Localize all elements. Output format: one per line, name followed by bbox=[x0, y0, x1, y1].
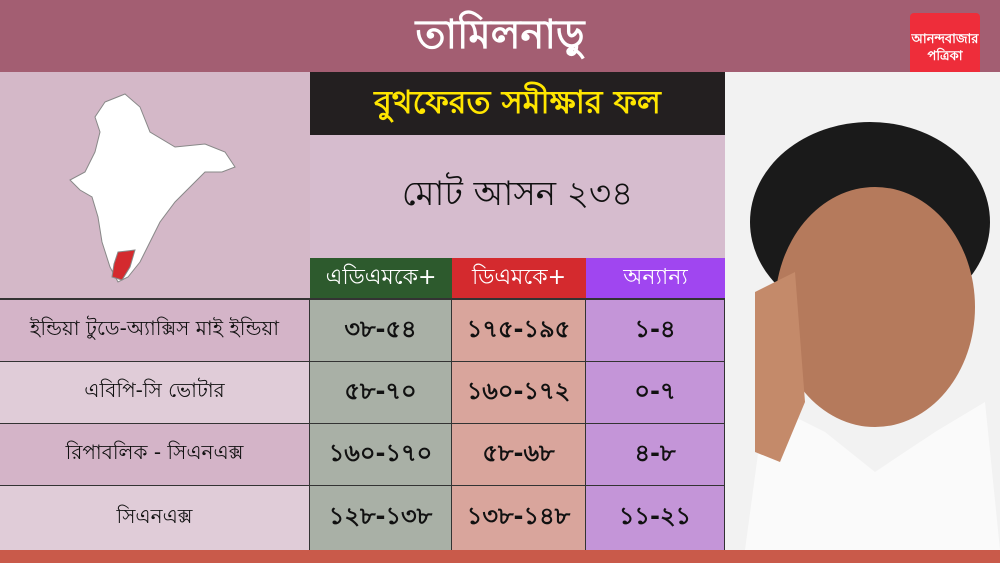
seat-range-cell: ৩৮-৫৪ bbox=[310, 300, 452, 361]
pollster-label: ইন্ডিয়া টুডে-অ্যাক্সিস মাই ইন্ডিয়া bbox=[0, 300, 310, 361]
logo-text: পত্রিকা bbox=[927, 49, 963, 64]
seat-range-cell: ৫৮-৬৮ bbox=[452, 424, 586, 485]
seat-range-cell: ১২৮-১৩৮ bbox=[310, 486, 452, 550]
column-header-dmk: ডিএমকে+ bbox=[452, 258, 586, 298]
logo: আনন্দবাজার পত্রিকা bbox=[910, 13, 980, 83]
divider bbox=[0, 298, 725, 300]
logo-text: আনন্দবাজার bbox=[911, 32, 979, 47]
seat-range-cell: ০-৭ bbox=[586, 362, 725, 423]
column-header-others: অন্যান্য bbox=[586, 258, 725, 298]
seat-range-cell: ১৬০-১৭২ bbox=[452, 362, 586, 423]
seat-range-cell: ১১-২১ bbox=[586, 486, 725, 550]
map-panel bbox=[0, 72, 310, 300]
person-photo-icon bbox=[745, 122, 1000, 550]
seat-range-cell: ১৩৮-১৪৮ bbox=[452, 486, 586, 550]
seat-range-cell: ১-৪ bbox=[586, 300, 725, 361]
seat-range-cell: ৪-৮ bbox=[586, 424, 725, 485]
pollster-label: সিএনএক্স bbox=[0, 486, 310, 550]
candidate-photo bbox=[725, 72, 1000, 550]
pollster-label: এবিপি-সি ভোটার bbox=[0, 362, 310, 423]
header-bar bbox=[0, 0, 1000, 72]
bottom-bar bbox=[0, 550, 1000, 563]
seat-range-cell: ১৭৫-১৯৫ bbox=[452, 300, 586, 361]
seat-range-cell: ১৬০-১৭০ bbox=[310, 424, 452, 485]
pollster-label: রিপাবলিক - সিএনএক্স bbox=[0, 424, 310, 485]
page-title: তামিলনাড়ু bbox=[415, 11, 585, 58]
india-map-icon bbox=[69, 93, 236, 283]
seat-range-cell: ৫৮-৭০ bbox=[310, 362, 452, 423]
total-seats: মোট আসন ২৩৪ bbox=[310, 135, 725, 258]
column-header-admk: এডিএমকে+ bbox=[310, 258, 452, 298]
subtitle: বুথফেরত সমীক্ষার ফল bbox=[310, 72, 725, 135]
